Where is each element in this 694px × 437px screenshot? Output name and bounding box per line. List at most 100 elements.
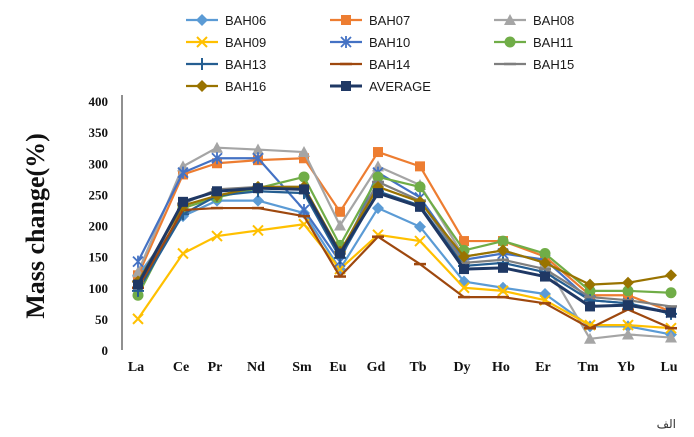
x-tick-label-nd: Nd [247,360,265,375]
x-ticks: La Ce Pr Nd Sm Eu Gd Tb Dy Ho Er Tm Yb Lu [128,360,678,375]
series-line-average [136,186,672,315]
data-point-average-ho [498,262,508,273]
data-point-bah16-lu [665,269,677,282]
data-point-average-la [133,279,143,290]
data-point-average-pr [212,186,222,197]
series-line-bah16 [137,185,672,286]
data-point-bah09-nd [252,224,264,237]
data-point-bah10-nd [252,152,264,165]
data-point-bah09-dy [458,282,470,294]
y-tick-label: 150 [89,250,109,265]
legend-item-average: AVERAGE [330,79,431,94]
series-bah08 [132,141,677,344]
data-point-average-lu [666,307,676,318]
data-point-bah10-la [132,255,144,268]
data-point-bah10-sm [298,203,310,216]
series-line-bah09 [137,223,672,330]
data-point-bah11-lu [665,287,677,299]
data-point-bah09-yb [622,319,634,331]
data-point-bah11-yb [622,285,634,297]
data-point-bah16-tm [584,278,596,291]
legend-marker [196,58,208,70]
series-line-bah07 [136,150,672,313]
data-point-bah06-gd [372,202,384,215]
legend-item-bah16: BAH16 [186,79,266,94]
data-point-bah16-ho [497,244,509,257]
data-point-bah08-pr [211,141,223,153]
x-tick-label-tb: Tb [409,360,426,375]
series-line-bah08 [136,146,672,340]
data-point-bah16-yb [622,276,634,289]
legend-item-bah14: BAH14 [330,57,410,72]
data-point-bah16-dy [458,250,470,263]
legend-label: BAH07 [369,13,410,28]
series-bah16 [132,180,677,291]
x-tick-label-ce: Ce [173,360,189,375]
series-line-bah06 [137,199,672,336]
data-point-bah09-ho [497,285,509,297]
data-point-bah16-er [539,256,551,269]
x-tick-label-er: Er [535,360,551,375]
legend-marker [196,80,208,92]
legend-label: AVERAGE [369,79,431,94]
data-point-bah09-ce [177,247,189,260]
data-point-bah07-gd [373,147,383,158]
legend-label: BAH09 [225,35,266,50]
data-point-bah10-pr [211,152,223,165]
legend-label: BAH15 [533,57,574,72]
data-point-average-yb [623,300,633,311]
series-bah14 [132,206,677,330]
data-point-average-ce [178,196,188,207]
legend-marker [196,36,208,48]
data-point-bah09-pr [211,230,223,242]
legend-marker [196,14,208,26]
y-tick-label: 50 [95,312,108,327]
data-point-bah07-sm [299,153,309,164]
data-point-bah11-ho [497,235,509,247]
data-point-average-eu [335,248,345,259]
legend-item-bah15: BAH15 [494,57,574,72]
data-point-average-nd [253,183,263,194]
x-tick-label-gd: Gd [367,360,386,375]
y-tick-label: 200 [89,219,109,234]
legend-item-bah08: BAH08 [494,13,574,28]
data-point-bah06-tb [414,220,426,233]
y-tick-label: 400 [89,94,109,109]
y-ticks: 0 50 100 150 200 250 300 350 400 [89,94,109,358]
legend-item-bah10: BAH10 [330,35,410,50]
data-point-average-gd [373,188,383,199]
x-tick-label-yb: Yb [617,360,635,375]
x-tick-label-tm: Tm [578,360,599,375]
series-bah13 [132,185,677,320]
data-point-bah08-tm [584,332,596,344]
y-tick-label: 100 [89,281,109,296]
data-point-bah07-tb [415,161,425,172]
legend-label: BAH14 [369,57,410,72]
y-tick-label: 250 [89,187,109,202]
y-tick-label: 350 [89,125,109,140]
x-tick-label-eu: Eu [329,360,346,375]
x-tick-label-pr: Pr [208,360,223,375]
x-tick-label-dy: Dy [453,360,470,375]
series-line-bah15 [137,180,672,308]
legend-label: BAH06 [225,13,266,28]
legend-item-bah13: BAH13 [186,57,266,72]
series-bah09 [132,218,677,334]
legend-item-bah06: BAH06 [186,13,266,28]
data-point-bah09-tb [414,235,426,247]
legend-marker [341,81,351,91]
data-point-bah11-tm [584,285,596,297]
data-point-bah07-eu [335,206,345,217]
data-point-average-tb [415,201,425,212]
data-point-bah08-yb [622,328,634,340]
legend: BAH06 BAH07 BAH08 BAH09 BAH10 BAH11 BAH13 BAH14… [186,13,574,94]
x-tick-label-ho: Ho [492,360,510,375]
legend-item-bah07: BAH07 [330,13,410,28]
legend-label: BAH11 [533,35,573,50]
series-bah06 [132,194,677,341]
data-point-bah08-nd [252,143,264,155]
data-point-bah11-tb [414,181,426,193]
legend-marker [341,15,351,25]
legend-label: BAH08 [533,13,574,28]
